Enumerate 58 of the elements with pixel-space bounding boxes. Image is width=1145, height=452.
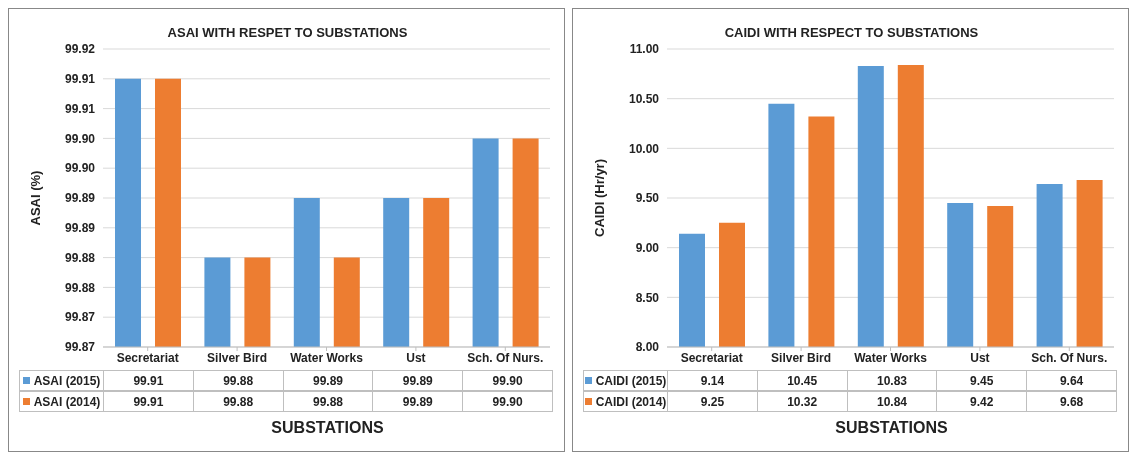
x-tick-label: Water Works [854, 350, 928, 365]
legend-label: ASAI (2015) [33, 373, 101, 388]
x-tick-label: Secretariat [680, 350, 743, 365]
data-label: 99.91 [103, 391, 194, 412]
y-tick-label: 8.00 [635, 340, 660, 355]
data-label: 9.64 [1026, 370, 1117, 391]
data-label: 99.90 [462, 370, 553, 391]
y-axis-title: ASAI (%) [27, 170, 43, 226]
data-label: 99.89 [372, 391, 464, 412]
y-tick-label: 99.88 [64, 280, 96, 295]
data-label: 99.89 [282, 370, 374, 391]
data-label: 99.91 [103, 370, 194, 391]
y-tick-label: 99.88 [64, 250, 96, 265]
y-tick-label: 11.00 [629, 42, 660, 57]
y-axis-title: CAIDI (Hr/yr) [591, 158, 607, 238]
data-label: 99.88 [192, 370, 284, 391]
y-tick-label: 99.91 [64, 101, 96, 116]
legend-label: CAIDI (2015) [595, 373, 667, 388]
y-tick-label: 9.00 [635, 240, 660, 255]
y-tick-label: 99.90 [64, 131, 96, 146]
x-axis-title: SUBSTATIONS [270, 419, 385, 437]
y-tick-label: 99.87 [64, 310, 96, 325]
x-tick-label: Secretariat [116, 350, 179, 365]
data-label: 99.88 [192, 391, 284, 412]
data-label: 9.68 [1026, 391, 1117, 412]
y-tick-label: 10.00 [628, 141, 660, 156]
data-label: 10.45 [756, 370, 848, 391]
data-label: 9.25 [667, 391, 758, 412]
y-tick-label: 99.92 [64, 42, 96, 57]
data-label: 9.14 [667, 370, 758, 391]
data-label: 9.45 [936, 370, 1028, 391]
y-tick-label: 99.87 [64, 340, 96, 355]
y-tick-label: 99.89 [64, 221, 96, 236]
data-label: 99.88 [282, 391, 374, 412]
x-tick-label: Ust [406, 350, 426, 365]
y-tick-label: 8.50 [635, 290, 660, 305]
data-label: 10.84 [846, 391, 938, 412]
y-tick-label: 99.89 [64, 191, 96, 206]
x-tick-label: Ust [970, 350, 990, 365]
chart-title: CAIDI WITH RESPECT TO SUBSTATIONS [723, 25, 980, 40]
x-tick-label: Sch. Of Nurs. [467, 350, 544, 365]
data-label: 99.89 [372, 370, 464, 391]
legend-label: CAIDI (2014) [595, 394, 667, 409]
y-tick-label: 9.50 [635, 191, 660, 206]
chart-title: ASAI WITH RESPET TO SUBSTATIONS [166, 25, 409, 40]
y-tick-label: 99.91 [64, 72, 96, 87]
data-label: 9.42 [936, 391, 1028, 412]
x-axis-title: SUBSTATIONS [834, 419, 949, 437]
y-tick-label: 10.50 [628, 91, 660, 106]
legend-label: ASAI (2014) [33, 394, 101, 409]
data-label: 10.83 [846, 370, 938, 391]
x-tick-label: Sch. Of Nurs. [1031, 350, 1108, 365]
x-tick-label: Silver Bird [207, 350, 268, 365]
x-tick-label: Silver Bird [771, 350, 832, 365]
x-tick-label: Water Works [290, 350, 364, 365]
y-tick-label: 99.90 [64, 161, 96, 176]
data-label: 10.32 [756, 391, 848, 412]
data-label: 99.90 [462, 391, 553, 412]
